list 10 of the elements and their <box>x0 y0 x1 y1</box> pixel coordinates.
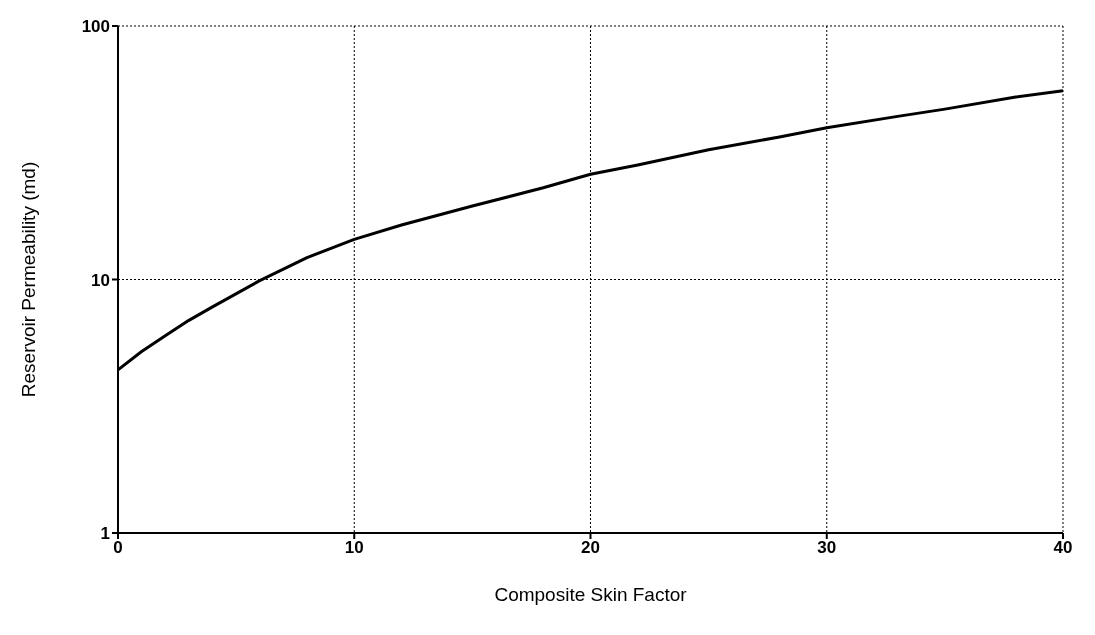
y-tick-label: 10 <box>91 270 110 290</box>
y-axis-title: Reservoir Permeability (md) <box>17 161 39 398</box>
x-tick-label: 30 <box>817 538 837 558</box>
y-tick-label: 100 <box>81 17 110 37</box>
x-tick-label: 40 <box>1053 538 1073 558</box>
x-axis-title: Composite Skin Factor <box>494 584 688 605</box>
x-tick-label: 10 <box>344 538 364 558</box>
x-tick-label: 0 <box>113 538 123 558</box>
y-tick-label: 1 <box>100 524 110 544</box>
x-tick-label: 20 <box>581 538 600 558</box>
